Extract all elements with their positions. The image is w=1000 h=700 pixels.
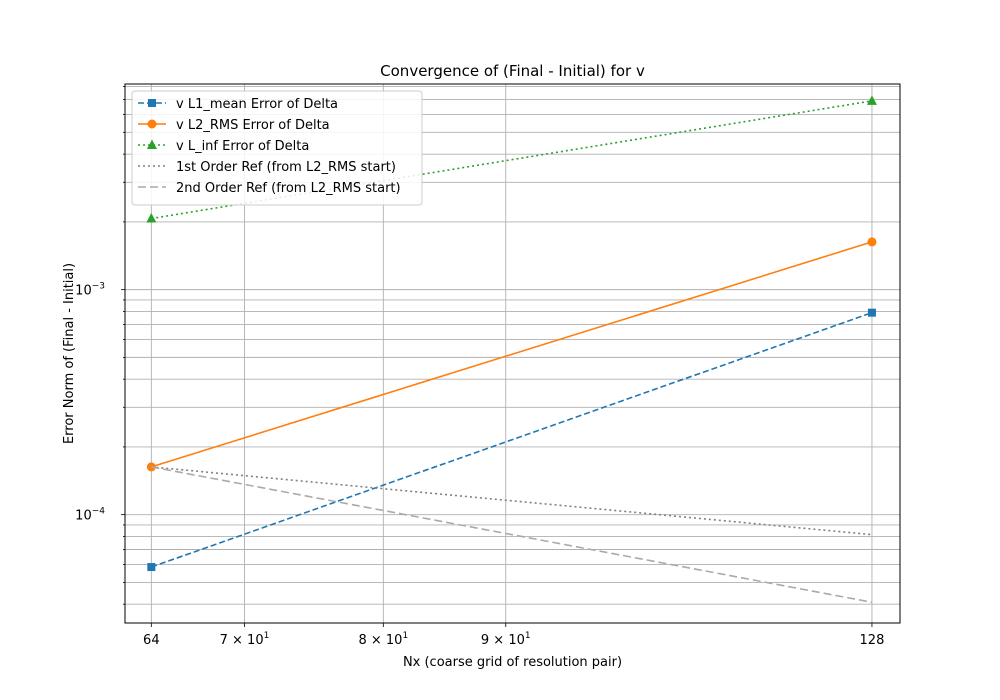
legend-box bbox=[131, 90, 423, 206]
legend: v L1_mean Error of Delta v L2_RMS Error o… bbox=[131, 90, 423, 206]
x-tick-label: 7 × 101 bbox=[220, 631, 270, 648]
legend-marker bbox=[147, 139, 157, 149]
legend-label: 2nd Order Ref (from L2_RMS start) bbox=[176, 181, 401, 196]
y-axis-label: Error Norm of (Final - Initial) bbox=[62, 263, 77, 444]
data-point-1 bbox=[867, 237, 877, 247]
legend-marker bbox=[147, 119, 157, 129]
x-tick-label: 8 × 101 bbox=[358, 631, 408, 648]
series-line-3 bbox=[151, 466, 873, 536]
x-tick-label: 64 bbox=[143, 633, 160, 648]
legend-label: v L_inf Error of Delta bbox=[176, 139, 309, 154]
series-line-0 bbox=[151, 311, 873, 568]
series-line-1 bbox=[151, 241, 873, 468]
x-axis-label: Nx (coarse grid of resolution pair) bbox=[403, 655, 622, 670]
data-point-2 bbox=[866, 95, 877, 105]
x-tick-label: 128 bbox=[860, 633, 885, 648]
grid-lines bbox=[125, 84, 900, 623]
data-point-0 bbox=[147, 563, 156, 572]
legend-label: v L1_mean Error of Delta bbox=[176, 97, 338, 112]
data-point-0 bbox=[867, 308, 876, 317]
legend-marker bbox=[148, 99, 156, 107]
chart-title: Convergence of (Final - Initial) for v bbox=[380, 62, 645, 80]
data-point-2 bbox=[146, 213, 157, 223]
x-tick-label: 9 × 101 bbox=[481, 631, 531, 648]
legend-label: v L2_RMS Error of Delta bbox=[176, 118, 330, 133]
legend-label: 1st Order Ref (from L2_RMS start) bbox=[176, 160, 396, 175]
series-line-4 bbox=[151, 466, 873, 604]
axes-frame bbox=[124, 83, 901, 624]
